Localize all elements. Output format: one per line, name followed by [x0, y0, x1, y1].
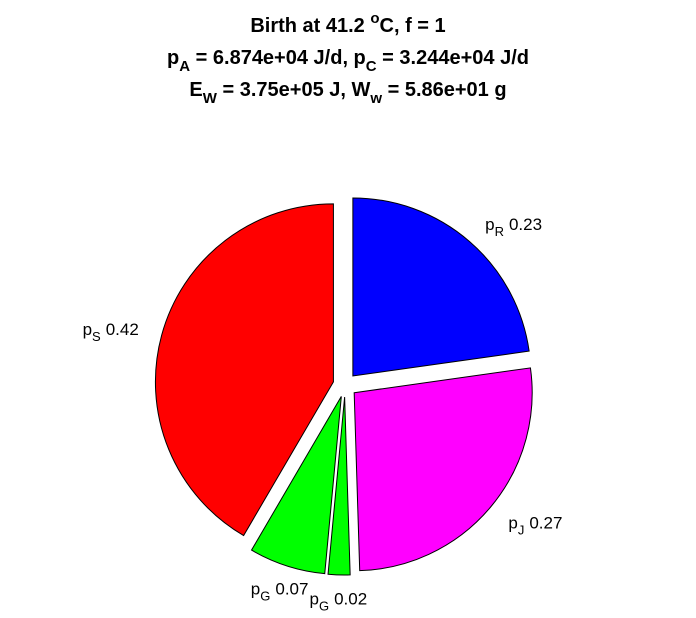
label-base: p [310, 589, 319, 608]
title-text: C, f = 1 [380, 15, 446, 37]
chart-title: EW = 3.75e+05 J, Ww = 5.86e+01 g [189, 79, 506, 107]
title-sup: o [370, 10, 379, 27]
label-sub: G [319, 598, 329, 613]
slice-label: pG 0.07 [251, 579, 309, 603]
label-base: p [508, 514, 517, 533]
label-value: 0.07 [275, 579, 308, 598]
chart-title: pA = 6.874e+04 J/d, pC = 3.244e+04 J/d [167, 47, 529, 75]
pie-slice [327, 396, 351, 576]
slice-label: pR 0.23 [485, 215, 542, 239]
chart-title: Birth at 41.2 oC, f = 1 [250, 10, 445, 37]
title-text: = 5.86e+01 g [382, 79, 507, 101]
label-sub: S [92, 329, 101, 344]
title-sub: C [366, 58, 377, 75]
pie-slice [353, 367, 533, 572]
slice-label: pJ 0.27 [508, 514, 562, 538]
label-value: 0.23 [509, 215, 542, 234]
title-sub: w [369, 90, 382, 107]
label-sub: J [518, 523, 525, 538]
title-text: = 6.874e+04 J/d, p [190, 47, 366, 69]
title-text: p [167, 47, 179, 69]
title-text: = 3.75e+05 J, W [217, 79, 371, 101]
pie-slice [352, 197, 530, 377]
label-base: p [485, 215, 494, 234]
label-value: 0.02 [334, 589, 367, 608]
title-sub: W [203, 90, 218, 107]
label-value: 0.42 [106, 320, 139, 339]
slice-label: pG 0.02 [310, 589, 368, 613]
title-text: Birth at 41.2 [250, 15, 370, 37]
label-base: p [251, 579, 260, 598]
label-base: p [83, 320, 92, 339]
label-value: 0.27 [529, 514, 562, 533]
title-sub: A [179, 58, 190, 75]
slice-label: pS 0.42 [83, 320, 139, 344]
label-sub: G [260, 588, 270, 603]
pie-slice [250, 396, 342, 575]
title-text: E [189, 79, 202, 101]
pie-slice [154, 203, 334, 537]
label-sub: R [495, 224, 504, 239]
title-text: = 3.244e+04 J/d [377, 47, 529, 69]
